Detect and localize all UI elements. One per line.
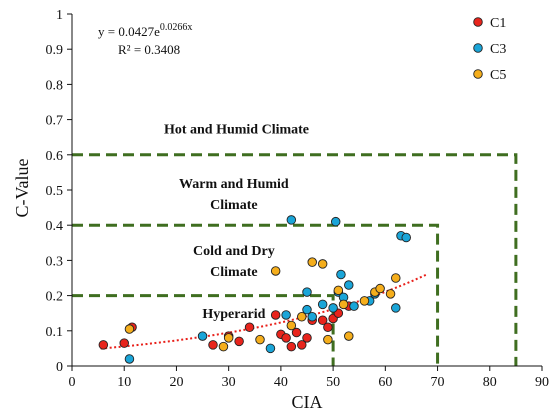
y-tick-label: 0.8 xyxy=(46,78,64,93)
data-point xyxy=(344,331,354,341)
data-point xyxy=(328,303,338,313)
y-axis-title: C-Value xyxy=(12,158,32,217)
data-point xyxy=(255,334,265,345)
equation-base: y = 0.0427e xyxy=(98,24,160,39)
data-point xyxy=(307,311,317,322)
data-point xyxy=(286,215,297,225)
data-point xyxy=(323,322,333,333)
equation-exponent: 0.0266x xyxy=(160,22,193,33)
data-point xyxy=(391,303,401,313)
axes: 0 10 20 30 40 50 60 70 80 90 0 0.1 0.2 0.3 0.4 0.5 0.6 0.… xyxy=(46,8,550,390)
data-point xyxy=(349,301,359,311)
region-label: Climate xyxy=(210,265,257,280)
data-point xyxy=(244,322,255,333)
series-c1 xyxy=(98,301,354,352)
data-point xyxy=(281,310,291,320)
region-label: Warm and Humid xyxy=(179,177,289,192)
data-point xyxy=(270,310,281,320)
legend-marker xyxy=(473,69,483,79)
x-tick-label: 60 xyxy=(378,375,392,390)
x-axis-title: CIA xyxy=(292,392,323,412)
data-point xyxy=(286,320,297,331)
data-point xyxy=(385,289,396,299)
r-squared-label: R² = 0.3408 xyxy=(118,42,180,57)
y-tick-label: 0.1 xyxy=(46,325,64,340)
data-point xyxy=(223,333,234,343)
y-tick-label: 0.6 xyxy=(46,149,64,164)
data-point xyxy=(375,283,385,294)
region-label: Cold and Dry xyxy=(193,244,275,259)
data-point xyxy=(265,343,276,354)
region-label: Hot and Humid Climate xyxy=(164,122,309,137)
trendline-layer xyxy=(100,273,428,350)
data-point xyxy=(344,280,354,290)
legend-label: C5 xyxy=(490,68,506,83)
series-c5 xyxy=(124,257,401,352)
x-tick-label: 10 xyxy=(117,375,131,390)
data-point xyxy=(286,341,297,352)
y-tick-label: 0.7 xyxy=(46,114,64,129)
data-point xyxy=(359,296,370,306)
climate-region-boundaries xyxy=(72,153,518,366)
y-tick-label: 1 xyxy=(56,8,63,23)
x-tick-label: 30 xyxy=(222,375,236,390)
trendline-equation: y = 0.0427e0.0266x xyxy=(98,22,192,39)
x-tick-label: 20 xyxy=(169,375,183,390)
data-point xyxy=(124,354,135,364)
region-label: Climate xyxy=(210,198,257,213)
data-point xyxy=(297,311,307,322)
data-point xyxy=(98,340,109,350)
data-point xyxy=(391,273,401,283)
y-tick-label: 0.2 xyxy=(46,290,64,305)
y-tick-label: 0.5 xyxy=(46,184,64,199)
data-point xyxy=(307,257,317,267)
data-point xyxy=(119,338,129,348)
data-point xyxy=(338,299,349,310)
x-tick-label: 70 xyxy=(431,375,445,390)
data-point xyxy=(317,299,328,310)
x-tick-label: 80 xyxy=(483,375,497,390)
data-point xyxy=(302,304,312,315)
x-tick-label: 50 xyxy=(326,375,340,390)
data-points-layer xyxy=(98,215,411,364)
legend: C1 C3 C5 xyxy=(473,16,506,83)
data-point xyxy=(401,232,411,243)
data-point xyxy=(323,334,333,345)
data-point xyxy=(302,333,312,343)
x-tick-label: 0 xyxy=(69,375,76,390)
data-point xyxy=(317,259,328,269)
series-c3 xyxy=(124,215,411,364)
data-point xyxy=(124,324,135,334)
data-point xyxy=(281,333,291,343)
climate-region-labels: Hot and Humid Climate Warm and Humid Clima… xyxy=(164,122,309,322)
legend-label: C1 xyxy=(490,16,506,31)
y-tick-label: 0 xyxy=(56,360,63,375)
data-point xyxy=(234,336,244,347)
data-point xyxy=(297,340,307,350)
data-point xyxy=(197,331,208,341)
data-point xyxy=(302,287,312,297)
data-point xyxy=(333,285,344,296)
region-boundary xyxy=(72,153,518,366)
x-tick-label: 40 xyxy=(274,375,288,390)
data-point xyxy=(330,216,341,227)
legend-marker xyxy=(473,17,483,27)
data-point xyxy=(336,269,346,280)
region-label: Hyperarid xyxy=(202,307,265,322)
y-tick-label: 0.3 xyxy=(46,254,64,269)
legend-label: C3 xyxy=(490,42,506,57)
region-boundary xyxy=(72,223,440,366)
x-tick-label: 90 xyxy=(535,375,549,390)
y-tick-label: 0.4 xyxy=(46,219,64,234)
data-point xyxy=(208,340,218,350)
legend-marker xyxy=(473,43,483,53)
region-boundary xyxy=(72,294,335,366)
data-point xyxy=(218,341,229,352)
data-point xyxy=(317,315,328,325)
data-point xyxy=(291,327,302,338)
exponential-trendline xyxy=(100,273,428,350)
data-point xyxy=(270,266,281,276)
y-tick-label: 0.9 xyxy=(46,43,64,58)
